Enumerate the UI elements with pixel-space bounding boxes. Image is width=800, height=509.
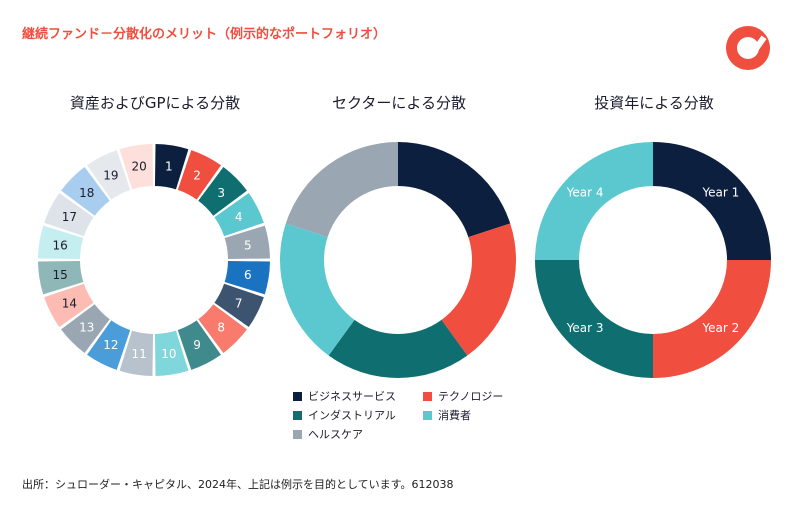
source-footnote: 出所：シュローダー・キャピタル、2024年、上記は例示を目的としています。612… — [22, 478, 454, 491]
donut-gp-slice-18 — [61, 167, 110, 216]
donut-sector-slice-1 — [398, 142, 511, 238]
donut-gp-label-12: 12 — [103, 338, 118, 352]
donut-sector-slice-3 — [328, 319, 468, 379]
donut-sector-slice-2 — [441, 223, 517, 356]
donut-gp-label-13: 13 — [79, 320, 94, 334]
legend-swatch — [423, 410, 432, 420]
donut-gp-slice-9 — [177, 320, 221, 370]
donut-gp-slice-2 — [177, 150, 221, 200]
chart-title-sector: セクターによる分散 — [332, 94, 466, 112]
legend-item-technology: テクノロジー — [423, 388, 533, 404]
legend-label: ビジネスサービス — [308, 390, 396, 403]
donut-gp-slice-19 — [87, 150, 131, 200]
legend-item-healthcare: ヘルスケア — [293, 426, 423, 442]
donut-gp-slice-15 — [38, 260, 84, 295]
legend-swatch — [293, 391, 302, 401]
donut-sector-slice-5 — [285, 142, 398, 238]
donut-gp-label-14: 14 — [62, 296, 77, 310]
legend-swatch — [293, 410, 302, 420]
brand-logo-icon — [726, 26, 770, 70]
donut-gp-label-5: 5 — [244, 238, 252, 252]
legend-item-consumer: 消費者 — [423, 407, 533, 423]
legend-item-business-services: ビジネスサービス — [293, 388, 423, 404]
donut-gp-slice-1 — [154, 144, 189, 190]
donut-gp-slice-13 — [61, 304, 110, 353]
donut-year-label-3: Year 3 — [566, 321, 604, 335]
legend-swatch — [423, 391, 432, 401]
donut-year-slice-4 — [535, 142, 653, 260]
donut-gp-label-7: 7 — [235, 296, 243, 310]
donut-year-label-2: Year 2 — [701, 321, 739, 335]
donut-gp-label-6: 6 — [244, 268, 252, 282]
donut-year-slice-1 — [653, 142, 771, 260]
donut-gp-slice-20 — [119, 144, 154, 190]
donut-gp-slice-14 — [44, 283, 94, 327]
donut-gp-slice-3 — [198, 167, 247, 216]
donut-gp-label-16: 16 — [53, 238, 68, 252]
donut-gp-label-10: 10 — [161, 347, 176, 361]
legend-swatch — [293, 429, 302, 439]
donut-gp-label-1: 1 — [165, 159, 173, 173]
donut-sector-slice-4 — [279, 223, 355, 356]
donut-gp-label-17: 17 — [62, 210, 77, 224]
legend-label: ヘルスケア — [308, 428, 363, 441]
page-title: 継続ファンド－分散化のメリット（例示的なポートフォリオ） — [22, 27, 387, 42]
donut-gp-slice-17 — [44, 193, 94, 237]
donut-gp-slice-8 — [198, 304, 247, 353]
donut-year-slice-3 — [535, 260, 653, 378]
donut-gp-label-15: 15 — [53, 268, 68, 282]
chart-title-year: 投資年による分散 — [594, 94, 714, 112]
legend: ビジネスサービス テクノロジー インダストリアル 消費者 ヘルスケア — [293, 388, 533, 442]
donut-gp-label-18: 18 — [79, 186, 94, 200]
donut-gp-label-19: 19 — [103, 169, 118, 183]
donut-gp-slice-16 — [38, 225, 84, 260]
chart-title-gp: 資産およびGPによる分散 — [69, 94, 241, 112]
donut-gp-label-3: 3 — [217, 186, 225, 200]
donut-gp-slice-7 — [214, 283, 264, 327]
legend-item-industrials: インダストリアル — [293, 407, 423, 423]
legend-label: テクノロジー — [438, 390, 504, 403]
donut-gp-label-4: 4 — [235, 210, 243, 224]
donut-gp-slice-10 — [154, 330, 189, 376]
donut-gp-slice-5 — [224, 225, 270, 260]
donut-year-label-4: Year 4 — [566, 185, 604, 199]
donut-gp-label-9: 9 — [193, 338, 201, 352]
donut-gp-slice-11 — [119, 330, 154, 376]
donut-gp-slice-4 — [214, 193, 264, 237]
donut-gp-slice-12 — [87, 320, 131, 370]
donut-gp-label-8: 8 — [217, 320, 225, 334]
donut-gp-label-2: 2 — [193, 169, 201, 183]
legend-label: インダストリアル — [308, 409, 396, 422]
donut-year-label-1: Year 1 — [701, 185, 739, 199]
donut-gp-label-11: 11 — [131, 347, 146, 361]
donut-gp-label-20: 20 — [131, 159, 146, 173]
legend-label: 消費者 — [438, 409, 471, 422]
donut-gp-slice-6 — [224, 260, 270, 295]
donut-year-slice-2 — [653, 260, 771, 378]
